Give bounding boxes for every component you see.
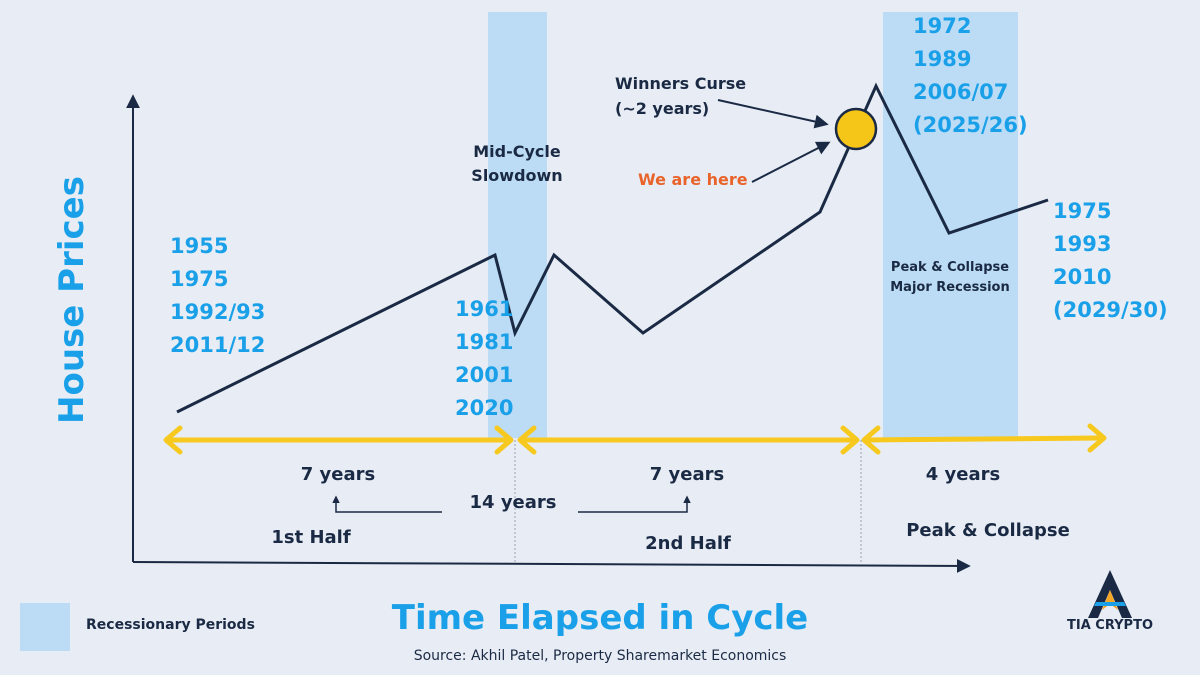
mid-cycle-annotation: Mid-Cycle Slowdown <box>471 140 562 188</box>
year-label: 1981 <box>455 330 514 354</box>
year-label: 2020 <box>455 396 514 420</box>
annotation-line: Major Recession <box>890 280 1010 295</box>
recession-band-mid <box>488 12 547 438</box>
year-label: 1993 <box>1053 232 1112 256</box>
year-label: 1992/93 <box>170 300 266 324</box>
year-group-peak: 1972 1989 2006/07 (2025/26) <box>913 10 1028 142</box>
peak-collapse-annotation: Peak & Collapse Major Recession <box>890 258 1010 298</box>
year-group-mid: 1961 1981 2001 2020 <box>455 293 513 425</box>
phase-second-half: 2nd Half <box>645 533 731 554</box>
annotation-line: Peak & Collapse <box>890 260 1010 275</box>
year-label: 1975 <box>1053 199 1112 223</box>
source-caption: Source: Akhil Patel, Property Sharemarke… <box>413 648 787 664</box>
year-label: 2001 <box>455 363 514 387</box>
y-axis-label: House Prices <box>52 176 92 424</box>
annotation-line: Mid-Cycle <box>473 142 561 161</box>
legend-label: Recessionary Periods <box>86 617 255 633</box>
year-label: 2011/12 <box>170 333 266 357</box>
we-are-here-label: We are here <box>638 170 748 189</box>
logo-text: TIA CRYPTO <box>1067 618 1153 633</box>
timeline-arrows <box>163 423 1107 455</box>
duration-total: 14 years <box>469 492 557 513</box>
winners-curse-annotation: Winners Curse (~2 years) <box>615 71 746 121</box>
phase-first-half: 1st Half <box>271 527 351 548</box>
year-label: 1972 <box>913 14 972 38</box>
year-label: 1961 <box>455 297 514 321</box>
year-label: 2010 <box>1053 265 1112 289</box>
phase-peak-collapse: Peak & Collapse <box>906 520 1070 541</box>
year-label: 2006/07 <box>913 80 1009 104</box>
x-axis-label: Time Elapsed in Cycle <box>391 598 809 638</box>
x-axis <box>132 558 971 573</box>
year-label: (2025/26) <box>913 113 1028 137</box>
duration-second: 7 years <box>649 464 725 485</box>
total-arrow-left <box>332 495 442 513</box>
annotation-line: (~2 years) <box>615 99 710 118</box>
legend-swatch <box>20 603 70 651</box>
year-label: 1955 <box>170 234 229 258</box>
tia-crypto-logo: TIA CRYPTO <box>1060 568 1160 638</box>
total-arrow-right <box>578 495 691 513</box>
price-cycle-line <box>176 82 1049 414</box>
annotation-line: Slowdown <box>471 166 563 185</box>
logo-mark-icon <box>1088 570 1132 618</box>
duration-third: 4 years <box>925 464 1001 485</box>
annotation-line: Winners Curse <box>615 74 747 93</box>
year-group-start: 1955 1975 1992/93 2011/12 <box>170 230 265 362</box>
recession-band-peak <box>883 12 1018 438</box>
year-group-end: 1975 1993 2010 (2029/30) <box>1053 195 1168 327</box>
we-are-here-marker <box>834 107 878 151</box>
winners-curse-arrow <box>717 99 829 129</box>
year-label: 1989 <box>913 47 972 71</box>
we-are-here-arrow <box>751 141 831 183</box>
year-label: 1975 <box>170 267 229 291</box>
year-label: (2029/30) <box>1053 298 1168 322</box>
duration-first: 7 years <box>300 464 376 485</box>
